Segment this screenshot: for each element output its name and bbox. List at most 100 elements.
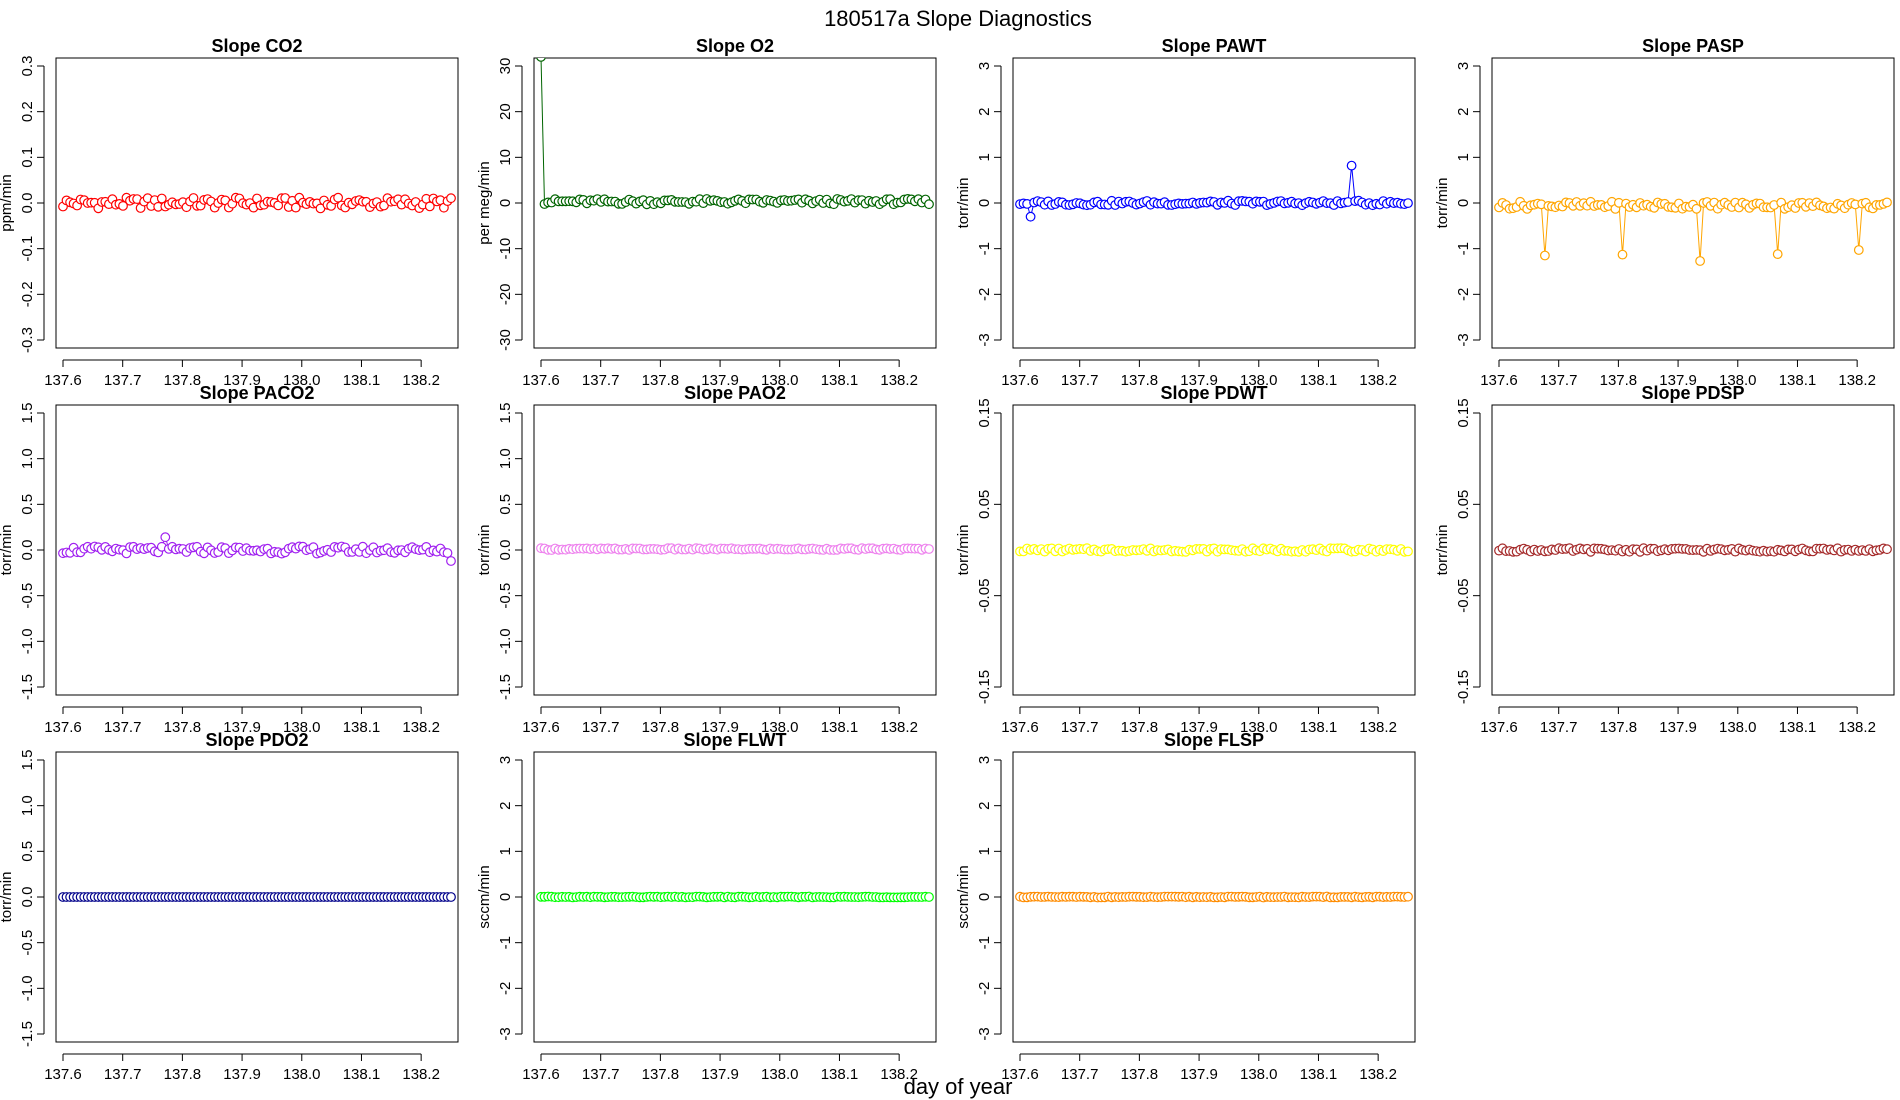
x-tick-label: 138.0 bbox=[283, 1066, 321, 1083]
x-tick-label: 138.0 bbox=[761, 1066, 799, 1083]
panel-grid: Slope CO2 137.6 137.7 137.8 137.9 138.0 138.1 1… bbox=[0, 36, 1895, 1083]
panel-title: Slope PAO2 bbox=[684, 383, 786, 403]
y-tick-label: -0.15 bbox=[1455, 670, 1472, 704]
y-tick-label: 1.5 bbox=[19, 403, 36, 424]
data-series bbox=[1015, 160, 1413, 222]
x-tick-label: 137.9 bbox=[223, 372, 261, 389]
x-tick-label: 138.1 bbox=[1300, 719, 1338, 736]
x-tick-label: 137.6 bbox=[522, 372, 560, 389]
y-tick-label: -1.5 bbox=[497, 674, 514, 700]
y-tick-label: -3 bbox=[976, 1027, 993, 1040]
x-tick-label: 137.9 bbox=[701, 372, 739, 389]
y-tick-label: 2 bbox=[976, 801, 993, 809]
y-tick-label: -1 bbox=[497, 936, 514, 949]
y-tick-label: 30 bbox=[497, 58, 514, 75]
chart-panel: Slope CO2 137.6 137.7 137.8 137.9 138.0 138.1 1… bbox=[0, 36, 459, 389]
y-axis-label: torr/min bbox=[476, 525, 493, 576]
x-tick-label: 137.6 bbox=[44, 372, 82, 389]
y-tick-label: -0.5 bbox=[497, 583, 514, 609]
x-tick-label: 137.7 bbox=[582, 372, 620, 389]
plot-frame bbox=[1012, 57, 1416, 349]
y-tick-label: 10 bbox=[497, 149, 514, 166]
x-tick-label: 137.6 bbox=[1480, 372, 1518, 389]
y-axis-label: torr/min bbox=[0, 872, 15, 923]
y-tick-label: -1.5 bbox=[19, 674, 36, 700]
panel-title: Slope O2 bbox=[696, 36, 774, 56]
x-tick-label: 137.9 bbox=[701, 719, 739, 736]
y-axis-label: torr/min bbox=[955, 525, 972, 576]
x-tick-label: 137.7 bbox=[1540, 372, 1578, 389]
y-tick-label: 2 bbox=[497, 801, 514, 809]
y-tick-label: -3 bbox=[976, 333, 993, 346]
x-tick-label: 137.9 bbox=[1180, 719, 1218, 736]
panel-title: Slope FLWT bbox=[684, 730, 787, 750]
y-axis-label: sccm/min bbox=[476, 865, 493, 928]
x-tick-label: 137.8 bbox=[164, 1066, 202, 1083]
y-tick-label: 0.15 bbox=[976, 398, 993, 427]
x-tick-label: 138.1 bbox=[1300, 372, 1338, 389]
x-tick-label: 138.2 bbox=[402, 1066, 440, 1083]
data-point bbox=[536, 58, 546, 62]
y-tick-label: 1.0 bbox=[19, 795, 36, 816]
y-axis-label: per meg/min bbox=[476, 161, 493, 244]
plot-frame bbox=[533, 57, 937, 349]
x-tick-label: 137.8 bbox=[1121, 719, 1159, 736]
x-tick-label: 137.7 bbox=[104, 719, 142, 736]
y-tick-label: 0.0 bbox=[19, 540, 36, 561]
y-axis-label: torr/min bbox=[1434, 178, 1451, 229]
y-tick-label: 0 bbox=[976, 199, 993, 207]
data-series bbox=[1494, 543, 1892, 557]
y-tick-label: 0 bbox=[976, 893, 993, 901]
x-tick-label: 137.6 bbox=[1001, 719, 1039, 736]
x-tick-label: 138.1 bbox=[821, 1066, 859, 1083]
panel-title: Slope FLSP bbox=[1164, 730, 1264, 750]
x-tick-label: 138.1 bbox=[1300, 1066, 1338, 1083]
x-tick-label: 137.8 bbox=[1600, 372, 1638, 389]
x-tick-label: 138.1 bbox=[1779, 372, 1817, 389]
series-line bbox=[540, 58, 930, 206]
chart-panel: Slope FLSP 137.6 137.7 137.8 137.9 138.0 138.1… bbox=[955, 730, 1416, 1083]
data-series bbox=[1015, 891, 1413, 903]
y-axis-label: sccm/min bbox=[955, 865, 972, 928]
y-tick-label: -1 bbox=[1455, 242, 1472, 255]
plot-frame bbox=[533, 751, 937, 1043]
y-tick-label: 1.5 bbox=[497, 403, 514, 424]
panel-title: Slope PDSP bbox=[1641, 383, 1744, 403]
y-tick-label: -0.15 bbox=[976, 670, 993, 704]
data-point bbox=[1691, 203, 1702, 214]
x-tick-label: 138.0 bbox=[1240, 719, 1278, 736]
x-tick-label: 138.2 bbox=[402, 719, 440, 736]
data-point bbox=[333, 192, 344, 203]
x-tick-label: 137.6 bbox=[522, 1066, 560, 1083]
x-tick-label: 137.8 bbox=[642, 372, 680, 389]
x-tick-label: 137.9 bbox=[223, 719, 261, 736]
y-tick-label: -0.1 bbox=[19, 236, 36, 262]
x-tick-label: 137.7 bbox=[1061, 372, 1099, 389]
data-point bbox=[1695, 256, 1705, 266]
panel-title: Slope PAWT bbox=[1162, 36, 1267, 56]
y-tick-label: -2 bbox=[976, 288, 993, 301]
y-axis-label: torr/min bbox=[955, 178, 972, 229]
data-point bbox=[1617, 249, 1628, 260]
data-series bbox=[536, 58, 934, 210]
data-point bbox=[1772, 249, 1783, 260]
x-tick-label: 137.7 bbox=[1061, 1066, 1099, 1083]
y-tick-label: 2 bbox=[976, 107, 993, 115]
x-tick-label: 137.7 bbox=[104, 372, 142, 389]
y-tick-label: 3 bbox=[976, 62, 993, 70]
chart-panel: Slope PDO2 137.6 137.7 137.8 137.9 138.0 138.1… bbox=[0, 730, 459, 1083]
panel-title: Slope PDWT bbox=[1161, 383, 1268, 403]
x-tick-label: 137.9 bbox=[1659, 372, 1697, 389]
x-tick-label: 137.8 bbox=[642, 1066, 680, 1083]
x-tick-label: 138.1 bbox=[343, 719, 381, 736]
x-tick-label: 138.0 bbox=[1240, 1066, 1278, 1083]
y-tick-label: -1.0 bbox=[19, 975, 36, 1001]
data-point bbox=[924, 544, 934, 554]
x-tick-label: 138.0 bbox=[283, 719, 321, 736]
x-tick-label: 137.6 bbox=[1001, 1066, 1039, 1083]
x-tick-label: 137.8 bbox=[642, 719, 680, 736]
x-tick-label: 137.8 bbox=[164, 719, 202, 736]
y-tick-label: -0.2 bbox=[19, 281, 36, 307]
x-tick-label: 138.0 bbox=[283, 372, 321, 389]
data-series bbox=[1494, 196, 1892, 266]
